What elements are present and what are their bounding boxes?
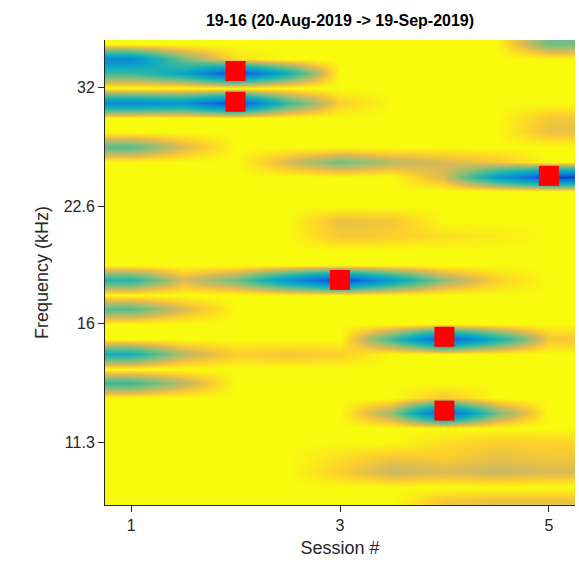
svg-text:22.6: 22.6 xyxy=(64,198,95,215)
svg-text:5: 5 xyxy=(544,517,553,534)
svg-text:1: 1 xyxy=(127,517,136,534)
svg-text:19-16 (20-Aug-2019 -> 19-Sep-2: 19-16 (20-Aug-2019 -> 19-Sep-2019) xyxy=(206,12,474,29)
svg-text:3: 3 xyxy=(336,517,345,534)
svg-text:11.3: 11.3 xyxy=(65,434,95,451)
svg-text:16: 16 xyxy=(77,315,95,332)
svg-text:Frequency (kHz): Frequency (kHz) xyxy=(32,206,52,339)
svg-text:Session #: Session # xyxy=(300,538,379,558)
svg-text:32: 32 xyxy=(77,79,95,96)
